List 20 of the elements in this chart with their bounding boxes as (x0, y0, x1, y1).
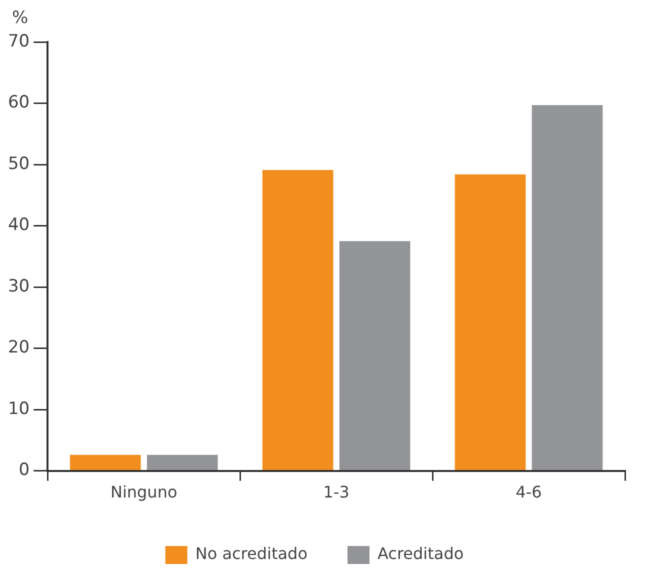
bar (262, 170, 334, 470)
bar (70, 454, 141, 470)
bar (532, 105, 603, 470)
bar (454, 174, 526, 470)
y-tick-label: 20 (8, 338, 30, 358)
x-tick-label: 4-6 (516, 482, 542, 502)
bar (146, 454, 218, 470)
y-tick-label: 70 (8, 31, 30, 52)
y-axis-title: % (12, 8, 28, 28)
bar (339, 241, 410, 470)
x-tick-label: Ninguno (110, 482, 178, 502)
y-tick-label: 50 (8, 154, 30, 174)
y-tick-label: 40 (8, 215, 30, 236)
legend-label: Acreditado (377, 544, 464, 564)
y-tick-label: 30 (8, 276, 30, 296)
y-tick-label: 0 (18, 460, 30, 480)
y-tick-label: 60 (8, 92, 30, 113)
legend-label: No acreditado (195, 544, 308, 564)
x-tick-label: 1-3 (323, 482, 350, 502)
y-tick-label: 10 (8, 398, 30, 419)
